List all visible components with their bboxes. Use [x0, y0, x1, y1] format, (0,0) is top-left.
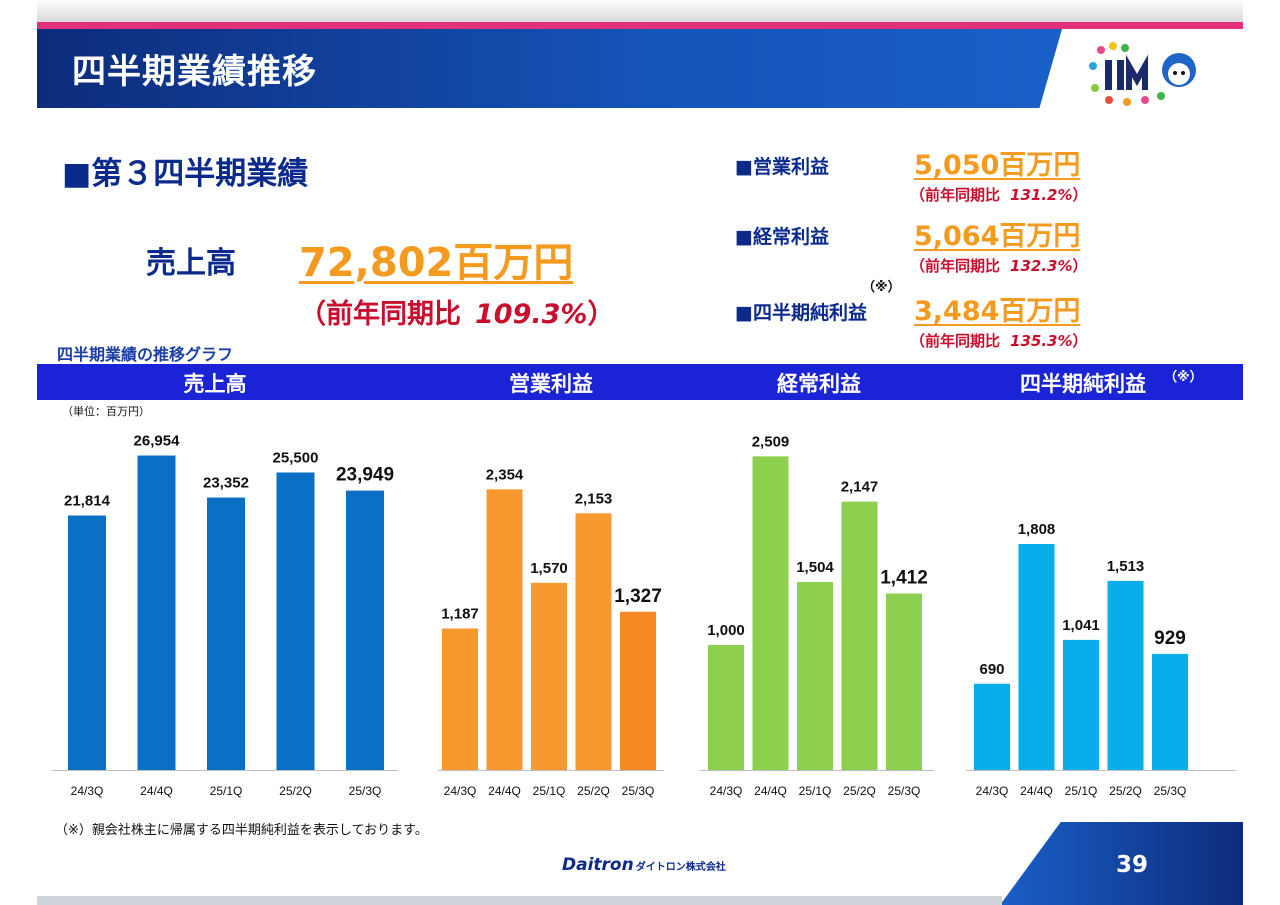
sales-value-label-3: 25,500 [273, 450, 319, 467]
net-value-label-1: 1,808 [1018, 521, 1056, 538]
operating-bar-4 [620, 611, 656, 770]
page-title: 四半期業績推移 [72, 52, 317, 92]
bottom-band [37, 896, 1002, 905]
company-logo [1089, 42, 1196, 106]
ordinary-value-label-1: 2,509 [752, 433, 790, 450]
kpi-net-yoy: （前年同期比 135.3%） [910, 332, 1088, 350]
ordinary-tick-label-3: 25/2Q [843, 784, 876, 798]
operating-bar-3 [575, 513, 612, 770]
sales-value-label-0: 21,814 [64, 493, 111, 510]
operating-value-label-2: 1,570 [530, 560, 568, 577]
top-accent-stripe [37, 22, 1243, 29]
sales-bar-3 [276, 472, 315, 770]
net-value-label-4: 929 [1154, 628, 1186, 649]
operating-tick-label-3: 25/2Q [577, 784, 610, 798]
chart-header-bar [37, 364, 1243, 400]
ordinary-bar-1 [752, 456, 789, 770]
sales-bar-0 [68, 515, 106, 770]
chart-header-sales: 売上高 [183, 372, 247, 396]
kpi-operating-yoy: （前年同期比 131.2%） [910, 186, 1088, 204]
operating-value-label-3: 2,153 [575, 490, 613, 507]
operating-tick-label-0: 24/3Q [444, 784, 477, 798]
ordinary-value-label-3: 2,147 [841, 479, 879, 496]
ordinary-bar-3 [841, 501, 878, 770]
net-bar-3 [1107, 580, 1144, 770]
net-tick-label-4: 25/3Q [1154, 784, 1187, 798]
net-tick-label-2: 25/1Q [1065, 784, 1098, 798]
title-bar [37, 29, 1062, 108]
kpi-net-label: ■四半期純利益 [735, 302, 867, 324]
operating-tick-label-4: 25/3Q [622, 784, 655, 798]
sales-tick-label-1: 24/4Q [140, 784, 173, 798]
sales-yoy: （前年同期比 109.3%） [299, 299, 615, 330]
operating-bar-1 [486, 489, 523, 770]
ordinary-bar-0 [708, 645, 744, 770]
net-tick-label-0: 24/3Q [976, 784, 1009, 798]
section-title: ■第３四半期業績 [62, 156, 309, 192]
net-value-label-2: 1,041 [1062, 617, 1100, 634]
kpi-ordinary-label: ■経常利益 [735, 226, 829, 248]
ordinary-tick-label-0: 24/3Q [710, 784, 743, 798]
sales-bar-4 [346, 490, 384, 770]
sales-bar-1 [137, 455, 176, 770]
sales-label: 売上高 [146, 246, 236, 281]
unit-label: （単位：百万円） [62, 405, 150, 418]
net-value-label-3: 1,513 [1107, 558, 1145, 575]
operating-value-label-1: 2,354 [486, 466, 524, 483]
chart-header-ordinary: 経常利益 [777, 372, 861, 396]
kpi-ordinary-yoy: （前年同期比 132.3%） [910, 257, 1088, 275]
sales-value-label-4: 23,949 [336, 465, 394, 486]
chart-header-operating: 営業利益 [509, 372, 593, 396]
kpi-net-value: 3,484百万円 [914, 296, 1081, 327]
sales-value-label-2: 23,352 [203, 475, 249, 492]
net-bar-4 [1152, 653, 1188, 770]
operating-value-label-4: 1,327 [614, 586, 662, 607]
ordinary-value-label-4: 1,412 [880, 568, 928, 589]
kpi-operating-value: 5,050百万円 [914, 150, 1081, 181]
net-value-label-0: 690 [979, 661, 1004, 678]
chart-header-note: （※） [1164, 370, 1203, 385]
graph-title: 四半期業績の推移グラフ [57, 345, 234, 364]
sales-value: 72,802百万円 [299, 240, 574, 286]
operating-bar-2 [531, 582, 567, 770]
ordinary-value-label-0: 1,000 [707, 622, 745, 639]
ordinary-tick-label-4: 25/3Q [888, 784, 921, 798]
ordinary-tick-label-1: 24/4Q [754, 784, 787, 798]
operating-tick-label-1: 24/4Q [488, 784, 521, 798]
net-tick-label-1: 24/4Q [1020, 784, 1053, 798]
sales-tick-label-2: 25/1Q [210, 784, 243, 798]
sales-tick-label-3: 25/2Q [279, 784, 312, 798]
sales-bar-2 [207, 497, 245, 770]
page-number: 39 [1116, 852, 1149, 878]
operating-tick-label-2: 25/1Q [533, 784, 566, 798]
ordinary-tick-label-2: 25/1Q [799, 784, 832, 798]
operating-bar-0 [442, 628, 478, 770]
kpi-ordinary-value: 5,064百万円 [914, 221, 1081, 252]
sales-tick-label-0: 24/3Q [71, 784, 104, 798]
brand-logo: Daitron ダイトロン株式会社 [562, 855, 726, 875]
ordinary-bar-2 [797, 582, 833, 770]
net-bar-2 [1063, 639, 1099, 770]
top-gradient-band [37, 0, 1243, 22]
chart-header-net: 四半期純利益 [1020, 372, 1146, 396]
kpi-operating-label: ■営業利益 [735, 156, 829, 178]
net-bar-0 [974, 683, 1010, 770]
ordinary-value-label-2: 1,504 [796, 559, 834, 576]
net-tick-label-3: 25/2Q [1109, 784, 1142, 798]
operating-value-label-0: 1,187 [441, 605, 479, 622]
sales-value-label-1: 26,954 [134, 433, 181, 450]
footnote: （※）親会社株主に帰属する四半期純利益を表示しております。 [55, 823, 428, 838]
kpi-net-note: （※） [862, 280, 901, 295]
ordinary-bar-4 [886, 593, 922, 770]
net-bar-1 [1018, 544, 1055, 770]
sales-tick-label-4: 25/3Q [349, 784, 382, 798]
